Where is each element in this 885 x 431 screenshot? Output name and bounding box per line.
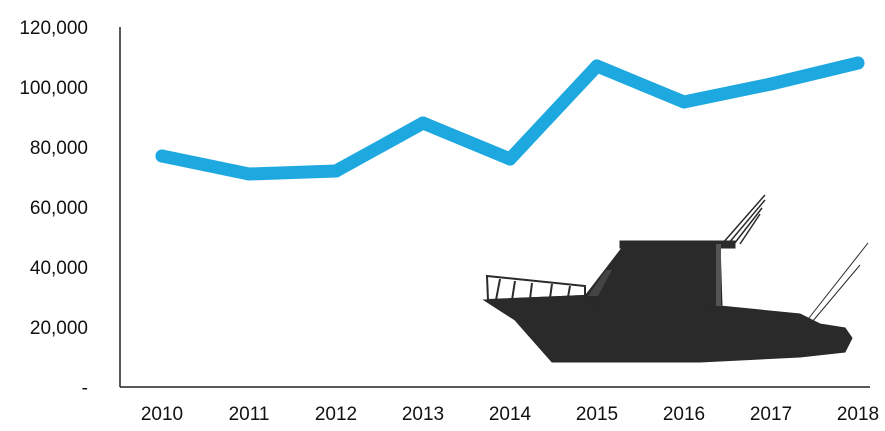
boat-silhouette-icon (482, 194, 869, 363)
y-tick-label: 120,000 (19, 18, 88, 39)
x-tick-label: 2017 (750, 404, 792, 425)
data-point (242, 167, 256, 181)
y-tick-label: 20,000 (30, 318, 88, 339)
x-axis-tick-labels: 2010 2011 2012 2013 2014 2015 2016 2017 2018 (141, 404, 879, 425)
series-points (155, 56, 865, 181)
data-point (764, 77, 778, 91)
svg-text:.: . (300, 0, 308, 1)
x-tick-label: 2015 (576, 404, 618, 425)
y-tick-label: 80,000 (30, 138, 88, 159)
x-tick-label: 2011 (229, 404, 270, 425)
x-tick-label: 2010 (141, 404, 183, 425)
data-point (590, 59, 604, 73)
y-tick-label: 100,000 (19, 78, 88, 99)
y-axis-tick-labels: - 20,000 40,000 60,000 80,000 100,000 120,000 (19, 18, 88, 399)
data-point (329, 164, 343, 178)
data-point (416, 116, 430, 130)
data-point (677, 95, 691, 109)
chart-title-fragment: . (300, 0, 308, 1)
y-tick-label: 40,000 (30, 258, 88, 279)
data-point (503, 152, 517, 166)
data-point (851, 56, 865, 70)
x-tick-label: 2013 (402, 404, 444, 425)
y-tick-label: 60,000 (30, 198, 88, 219)
x-tick-label: 2018 (837, 404, 879, 425)
x-tick-label: 2014 (489, 404, 532, 425)
data-point (155, 149, 169, 163)
x-tick-label: 2012 (315, 404, 357, 425)
y-tick-label: - (82, 378, 88, 399)
x-tick-label: 2016 (663, 404, 705, 425)
